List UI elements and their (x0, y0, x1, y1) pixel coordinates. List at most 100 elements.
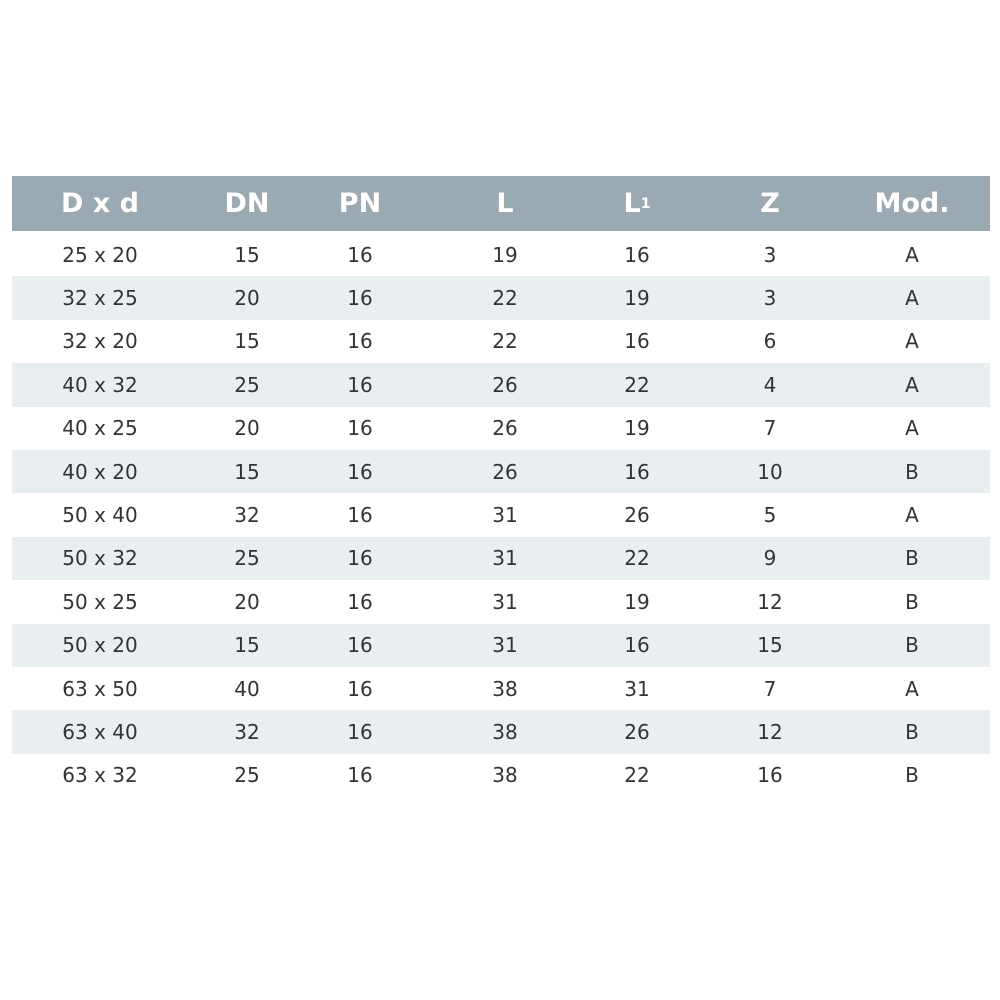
cell-col-dn: 20 (234, 416, 260, 441)
cell-col-mod: A (905, 242, 919, 267)
table-row: 40 x 20 15 16 26 16 10 B (12, 449, 990, 494)
table-row: 25 x 20 15 16 19 16 3 A (12, 233, 990, 276)
cell-col-l: 31 (492, 633, 518, 658)
cell-col-pn: 16 (347, 676, 373, 701)
cell-col-dxd: 50 x 25 (62, 589, 138, 614)
cell-col-mod: A (905, 329, 919, 354)
cell-col-dn: 15 (234, 633, 260, 658)
header-label: Mod. (874, 188, 950, 219)
table-row: 50 x 20 15 16 31 16 15 B (12, 623, 990, 667)
table-row: 40 x 32 25 16 26 22 4 A (12, 363, 990, 407)
cell-col-l1: 19 (624, 286, 650, 311)
cell-col-l1: 22 (624, 763, 650, 788)
cell-col-dxd: 40 x 25 (62, 416, 138, 441)
cell-col-dxd: 63 x 32 (62, 763, 138, 788)
cell-col-mod: B (905, 633, 919, 658)
cell-col-pn: 16 (347, 286, 373, 311)
cell-col-dn: 25 (234, 546, 260, 571)
cell-col-dxd: 32 x 25 (62, 286, 138, 311)
cell-col-dxd: 63 x 50 (62, 676, 138, 701)
header-col-dxd: D x d (30, 176, 170, 231)
cell-col-mod: B (905, 719, 919, 744)
cell-col-z: 3 (763, 242, 777, 267)
cell-col-pn: 16 (347, 459, 373, 484)
cell-col-pn: 16 (347, 503, 373, 528)
cell-col-mod: A (905, 372, 919, 397)
subscript: 1 (640, 195, 651, 212)
cell-col-pn: 16 (347, 546, 373, 571)
cell-col-mod: B (905, 589, 919, 614)
cell-col-l: 26 (492, 416, 518, 441)
cell-col-pn: 16 (347, 633, 373, 658)
cell-col-l: 22 (492, 286, 518, 311)
cell-col-z: 4 (763, 372, 777, 397)
cell-col-l1: 16 (624, 459, 650, 484)
table-row: 32 x 25 20 16 22 19 3 A (12, 276, 990, 320)
cell-col-l1: 19 (624, 416, 650, 441)
cell-col-l1: 22 (624, 546, 650, 571)
cell-col-z: 12 (757, 589, 783, 614)
cell-col-dn: 25 (234, 763, 260, 788)
cell-col-z: 6 (763, 329, 777, 354)
cell-col-dn: 32 (234, 503, 260, 528)
cell-col-l: 38 (492, 676, 518, 701)
cell-col-z: 3 (763, 286, 777, 311)
cell-col-dn: 15 (234, 459, 260, 484)
cell-col-l: 19 (492, 242, 518, 267)
cell-col-dn: 25 (234, 372, 260, 397)
cell-col-dxd: 25 x 20 (62, 242, 138, 267)
cell-col-mod: A (905, 676, 919, 701)
table-row: 32 x 20 15 16 22 16 6 A (12, 320, 990, 363)
cell-col-dxd: 50 x 20 (62, 633, 138, 658)
cell-col-z: 9 (763, 546, 777, 571)
cell-col-l1: 26 (624, 503, 650, 528)
cell-col-pn: 16 (347, 589, 373, 614)
table-row: 63 x 40 32 16 38 26 12 B (12, 710, 990, 754)
cell-col-mod: A (905, 286, 919, 311)
cell-col-l: 31 (492, 546, 518, 571)
table-row: 40 x 25 20 16 26 19 7 A (12, 407, 990, 450)
cell-col-mod: A (905, 503, 919, 528)
header-col-mod: Mod. (842, 176, 982, 231)
header-label: L (496, 188, 514, 219)
header-label: L (623, 188, 641, 219)
cell-col-l: 26 (492, 372, 518, 397)
cell-col-pn: 16 (347, 719, 373, 744)
cell-col-dn: 15 (234, 329, 260, 354)
cell-col-mod: B (905, 459, 919, 484)
cell-col-pn: 16 (347, 416, 373, 441)
cell-col-l: 31 (492, 503, 518, 528)
cell-col-dxd: 32 x 20 (62, 329, 138, 354)
cell-col-z: 16 (757, 763, 783, 788)
cell-col-l: 38 (492, 719, 518, 744)
cell-col-l1: 22 (624, 372, 650, 397)
dimensions-table: D x d DN PN L L 1 Z Mod. 25 x 20 15 16 19 16 3 A 32 x … (12, 176, 990, 797)
cell-col-l: 38 (492, 763, 518, 788)
cell-col-dxd: 63 x 40 (62, 719, 138, 744)
header-col-l: L (435, 176, 575, 231)
header-label: DN (224, 188, 270, 219)
cell-col-z: 7 (763, 416, 777, 441)
table-row: 50 x 40 32 16 31 26 5 A (12, 493, 990, 536)
cell-col-dn: 15 (234, 242, 260, 267)
cell-col-dn: 20 (234, 286, 260, 311)
cell-col-mod: B (905, 763, 919, 788)
cell-col-l1: 16 (624, 329, 650, 354)
cell-col-z: 10 (757, 459, 783, 484)
cell-col-l1: 16 (624, 242, 650, 267)
header-label: D x d (61, 188, 139, 219)
cell-col-l: 22 (492, 329, 518, 354)
cell-col-l: 31 (492, 589, 518, 614)
cell-col-l1: 16 (624, 633, 650, 658)
cell-col-pn: 16 (347, 763, 373, 788)
table-row: 50 x 32 25 16 31 22 9 B (12, 536, 990, 581)
cell-col-dn: 40 (234, 676, 260, 701)
cell-col-pn: 16 (347, 242, 373, 267)
cell-col-dxd: 40 x 20 (62, 459, 138, 484)
cell-col-pn: 16 (347, 329, 373, 354)
header-label: Z (760, 188, 780, 219)
cell-col-pn: 16 (347, 372, 373, 397)
cell-col-l1: 19 (624, 589, 650, 614)
cell-col-dxd: 50 x 32 (62, 546, 138, 571)
